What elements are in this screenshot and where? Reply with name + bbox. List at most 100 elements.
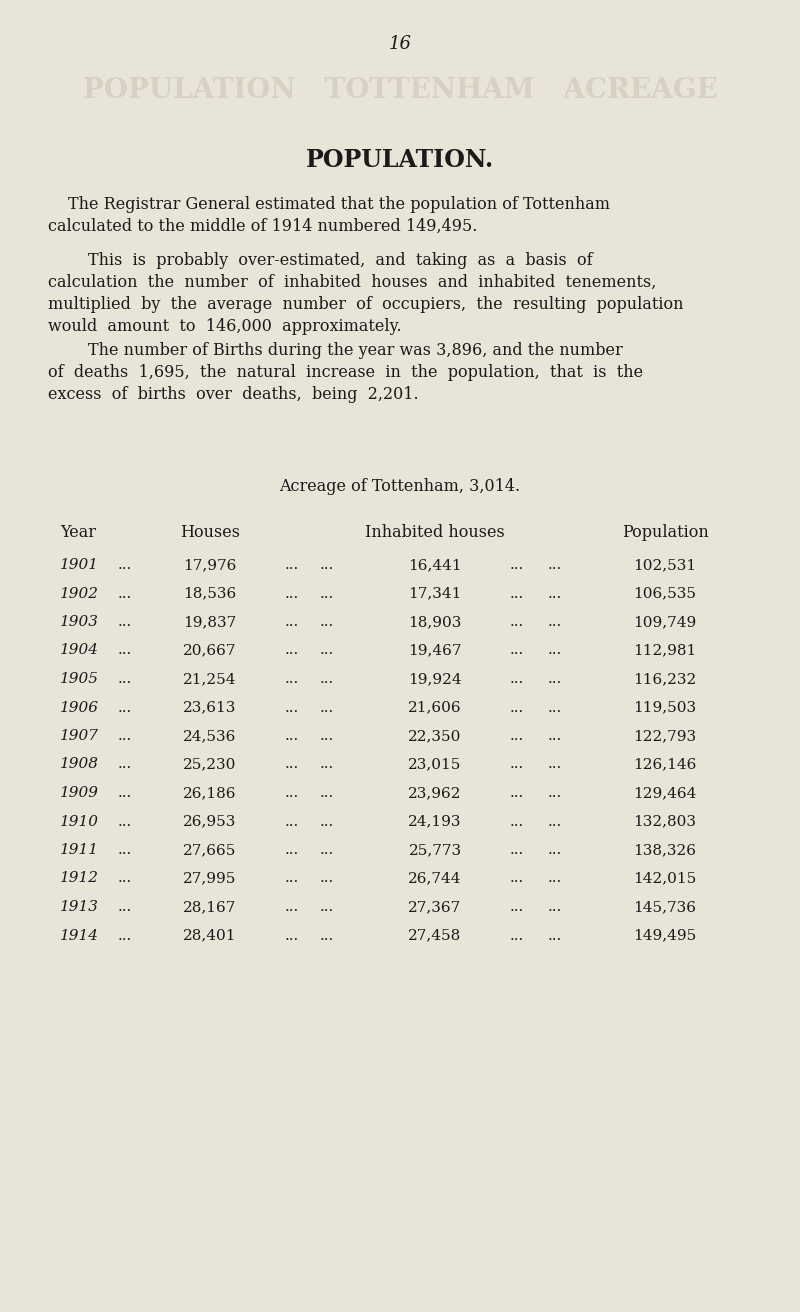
Text: ...: ... (510, 757, 524, 771)
Text: ...: ... (510, 786, 524, 800)
Text: ...: ... (510, 929, 524, 942)
Text: ...: ... (510, 615, 524, 628)
Text: ...: ... (320, 672, 334, 686)
Text: 1911: 1911 (60, 844, 99, 857)
Text: ...: ... (118, 929, 132, 942)
Text: ...: ... (320, 729, 334, 743)
Text: calculation  the  number  of  inhabited  houses  and  inhabited  tenements,: calculation the number of inhabited hous… (48, 274, 656, 291)
Text: ...: ... (118, 844, 132, 857)
Text: 129,464: 129,464 (634, 786, 697, 800)
Text: 106,535: 106,535 (634, 586, 697, 601)
Text: 1902: 1902 (60, 586, 99, 601)
Text: multiplied  by  the  average  number  of  occupiers,  the  resulting  population: multiplied by the average number of occu… (48, 297, 683, 314)
Text: ...: ... (510, 643, 524, 657)
Text: 16,441: 16,441 (408, 558, 462, 572)
Text: ...: ... (118, 900, 132, 914)
Text: ...: ... (118, 871, 132, 886)
Text: Inhabited houses: Inhabited houses (365, 523, 505, 541)
Text: 126,146: 126,146 (634, 757, 697, 771)
Text: 27,458: 27,458 (408, 929, 462, 942)
Text: ...: ... (320, 586, 334, 601)
Text: ...: ... (548, 815, 562, 828)
Text: ...: ... (320, 643, 334, 657)
Text: This  is  probably  over-estimated,  and  taking  as  a  basis  of: This is probably over-estimated, and tak… (88, 252, 593, 269)
Text: 25,230: 25,230 (183, 757, 237, 771)
Text: would  amount  to  146,000  approximately.: would amount to 146,000 approximately. (48, 318, 402, 335)
Text: ...: ... (285, 672, 299, 686)
Text: 1903: 1903 (60, 615, 99, 628)
Text: ...: ... (548, 871, 562, 886)
Text: 17,976: 17,976 (183, 558, 237, 572)
Text: 28,167: 28,167 (183, 900, 237, 914)
Text: 122,793: 122,793 (634, 729, 697, 743)
Text: ...: ... (548, 729, 562, 743)
Text: ...: ... (285, 701, 299, 715)
Text: ...: ... (510, 586, 524, 601)
Text: 21,606: 21,606 (408, 701, 462, 715)
Text: ...: ... (285, 615, 299, 628)
Text: ...: ... (510, 871, 524, 886)
Text: ...: ... (118, 815, 132, 828)
Text: ...: ... (510, 672, 524, 686)
Text: ...: ... (285, 729, 299, 743)
Text: The number of Births during the year was 3,896, and the number: The number of Births during the year was… (88, 342, 622, 359)
Text: ...: ... (510, 900, 524, 914)
Text: 28,401: 28,401 (183, 929, 237, 942)
Text: ...: ... (548, 615, 562, 628)
Text: ...: ... (118, 672, 132, 686)
Text: 19,467: 19,467 (408, 643, 462, 657)
Text: ...: ... (510, 701, 524, 715)
Text: 1906: 1906 (60, 701, 99, 715)
Text: ...: ... (320, 815, 334, 828)
Text: 24,536: 24,536 (183, 729, 237, 743)
Text: 142,015: 142,015 (634, 871, 697, 886)
Text: ...: ... (510, 815, 524, 828)
Text: ...: ... (285, 643, 299, 657)
Text: 23,613: 23,613 (183, 701, 237, 715)
Text: 1910: 1910 (60, 815, 99, 828)
Text: 25,773: 25,773 (409, 844, 462, 857)
Text: ...: ... (320, 900, 334, 914)
Text: The Registrar General estimated that the population of Tottenham: The Registrar General estimated that the… (68, 195, 610, 213)
Text: ...: ... (285, 871, 299, 886)
Text: ...: ... (285, 844, 299, 857)
Text: 1914: 1914 (60, 929, 99, 942)
Text: ...: ... (320, 844, 334, 857)
Text: 24,193: 24,193 (408, 815, 462, 828)
Text: ...: ... (548, 929, 562, 942)
Text: ...: ... (118, 586, 132, 601)
Text: ...: ... (548, 757, 562, 771)
Text: 1913: 1913 (60, 900, 99, 914)
Text: Acreage of Tottenham, 3,014.: Acreage of Tottenham, 3,014. (279, 478, 521, 495)
Text: 138,326: 138,326 (634, 844, 697, 857)
Text: POPULATION   TOTTENHAM   ACREAGE: POPULATION TOTTENHAM ACREAGE (82, 76, 718, 104)
Text: 26,744: 26,744 (408, 871, 462, 886)
Text: 1908: 1908 (60, 757, 99, 771)
Text: ...: ... (285, 786, 299, 800)
Text: POPULATION.: POPULATION. (306, 148, 494, 172)
Text: ...: ... (118, 615, 132, 628)
Text: 1912: 1912 (60, 871, 99, 886)
Text: 1904: 1904 (60, 643, 99, 657)
Text: ...: ... (510, 729, 524, 743)
Text: ...: ... (320, 757, 334, 771)
Text: ...: ... (548, 558, 562, 572)
Text: ...: ... (285, 900, 299, 914)
Text: 27,995: 27,995 (183, 871, 237, 886)
Text: ...: ... (285, 929, 299, 942)
Text: 116,232: 116,232 (634, 672, 697, 686)
Text: 17,341: 17,341 (408, 586, 462, 601)
Text: ...: ... (285, 558, 299, 572)
Text: of  deaths  1,695,  the  natural  increase  in  the  population,  that  is  the: of deaths 1,695, the natural increase in… (48, 363, 643, 380)
Text: 23,962: 23,962 (408, 786, 462, 800)
Text: 1907: 1907 (60, 729, 99, 743)
Text: ...: ... (285, 586, 299, 601)
Text: 21,254: 21,254 (183, 672, 237, 686)
Text: ...: ... (320, 615, 334, 628)
Text: ...: ... (118, 786, 132, 800)
Text: ...: ... (118, 643, 132, 657)
Text: ...: ... (510, 844, 524, 857)
Text: 20,667: 20,667 (183, 643, 237, 657)
Text: 27,367: 27,367 (408, 900, 462, 914)
Text: 18,536: 18,536 (183, 586, 237, 601)
